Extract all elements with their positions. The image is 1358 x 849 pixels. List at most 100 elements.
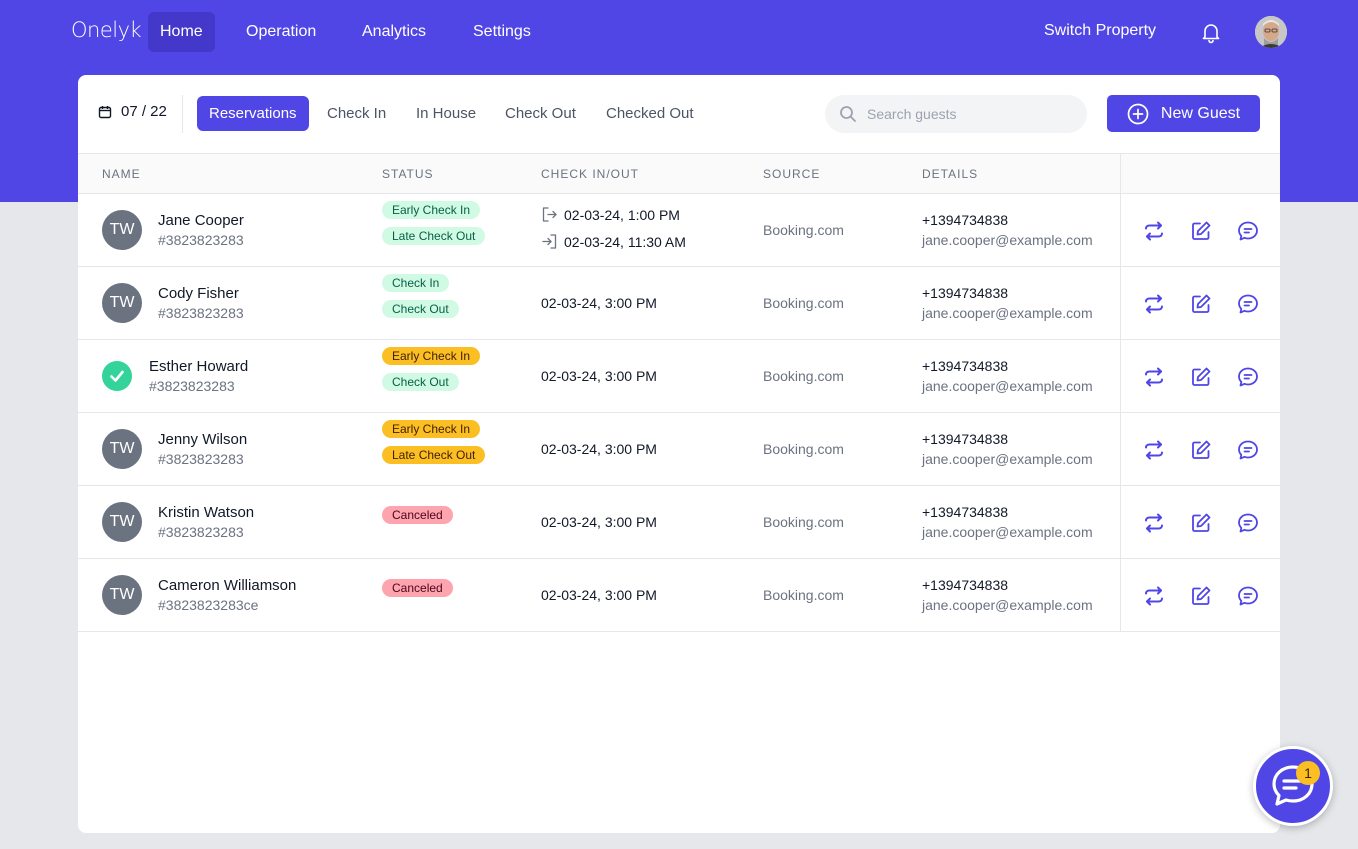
table-row[interactable]: TW Jane Cooper #3823823283 Early Check In La… [78,194,1280,267]
swap-icon[interactable] [1142,511,1166,535]
booking-source: Booking.com [763,514,844,530]
new-guest-label: New Guest [1160,104,1241,122]
check-out-time: 02-03-24, 11:30 AM [541,233,686,250]
guest-phone: +1394734838 [922,431,1009,447]
guest-email[interactable]: jane.cooper@example.com [922,378,1093,394]
nav-settings[interactable]: Settings [473,23,531,40]
table-row[interactable]: TW Kristin Watson #3823823283 Canceled 02-03… [78,486,1280,559]
guest-email[interactable]: jane.cooper@example.com [922,232,1093,248]
swap-icon[interactable] [1142,219,1166,243]
guest-name[interactable]: Kristin Watson [158,504,255,521]
check-in-out-date: 02-03-24, 3:00 PM [541,514,657,530]
guest-id: #3823823283 [158,524,244,540]
status-badge: Early Check In [382,347,481,365]
header-name[interactable]: Name [102,167,141,181]
swap-icon[interactable] [1142,365,1166,389]
guest-id: #3823823283 [149,378,235,394]
swap-icon[interactable] [1142,438,1166,462]
guest-name[interactable]: Cameron Williamson [158,577,297,594]
edit-icon[interactable] [1189,292,1213,316]
edit-icon[interactable] [1189,584,1213,608]
edit-icon[interactable] [1189,365,1213,389]
message-icon[interactable] [1236,584,1260,608]
check-in-out-date: 02-03-24, 3:00 PM [541,441,657,457]
user-avatar[interactable] [1255,16,1287,48]
nav-operation[interactable]: Operation [246,23,317,40]
booking-source: Booking.com [763,587,844,603]
message-icon[interactable] [1236,219,1260,243]
check-in-out-date: 02-03-24, 3:00 PM [541,587,657,603]
message-icon[interactable] [1236,438,1260,462]
guest-avatar: TW [102,283,142,323]
status-badge: Canceled [382,506,453,524]
tab-reservations[interactable]: Reservations [197,96,309,131]
status-badge: Late Check Out [382,227,486,245]
edit-icon[interactable] [1189,511,1213,535]
search-input[interactable] [867,106,1067,122]
calendar-icon [98,105,112,118]
table-row[interactable]: TW Cody Fisher #3823823283 Check In Check Ou… [78,267,1280,340]
guest-phone: +1394734838 [922,504,1009,520]
guest-avatar: TW [102,575,142,615]
tab-checked-out[interactable]: Checked Out [606,105,694,122]
check-in-icon [542,207,557,222]
status-badge: Canceled [382,579,453,597]
guest-phone: +1394734838 [922,358,1009,374]
status-badge: Early Check In [382,201,481,219]
tab-check-out[interactable]: Check Out [505,105,576,122]
check-out-icon [542,234,557,249]
table-row[interactable]: Esther Howard #3823823283 Early Check In Ch… [78,340,1280,413]
table-header: Name Status Check In/Out Source Details [78,153,1280,194]
message-icon[interactable] [1236,511,1260,535]
chat-button[interactable] [1253,746,1333,826]
guest-phone: +1394734838 [922,577,1009,593]
header-check-in-out[interactable]: Check In/Out [541,167,640,181]
status-badge: Check Out [382,300,459,318]
divider [182,95,183,133]
tab-in-house[interactable]: In House [416,105,477,122]
nav-analytics[interactable]: Analytics [362,23,427,40]
table-row[interactable]: TW Cameron Williamson #3823823283ce Cancele… [78,559,1280,632]
header-details[interactable]: Details [922,167,979,181]
guest-avatar: TW [102,429,142,469]
guest-phone: +1394734838 [922,285,1009,301]
edit-icon[interactable] [1189,219,1213,243]
app-logo[interactable]: Onelyk [71,18,142,42]
guest-id: #3823823283 [158,232,244,248]
date-selector[interactable]: 07 / 22 [98,103,167,120]
status-badge: Late Check Out [382,446,486,464]
guest-name[interactable]: Cody Fisher [158,285,239,302]
plus-circle-icon [1127,103,1149,124]
check-in-out-date: 02-03-24, 3:00 PM [541,368,657,384]
booking-source: Booking.com [763,222,844,238]
nav-home[interactable]: Home [148,12,215,52]
swap-icon[interactable] [1142,584,1166,608]
top-navbar: Onelyk Home Operation Analytics Settings… [0,0,1358,64]
status-badge: Early Check In [382,420,481,438]
message-icon[interactable] [1236,365,1260,389]
guest-name[interactable]: Jenny Wilson [158,431,248,448]
guest-email[interactable]: jane.cooper@example.com [922,524,1093,540]
guest-email[interactable]: jane.cooper@example.com [922,451,1093,467]
search-box[interactable] [825,95,1087,133]
check-in-time: 02-03-24, 1:00 PM [541,206,680,223]
bell-icon[interactable] [1199,20,1223,44]
edit-icon[interactable] [1189,438,1213,462]
booking-source: Booking.com [763,368,844,384]
swap-icon[interactable] [1142,292,1166,316]
tab-check-in[interactable]: Check In [327,105,387,122]
guest-name[interactable]: Jane Cooper [158,212,244,229]
header-source[interactable]: Source [763,167,821,181]
status-badge: Check In [382,274,450,292]
guest-name[interactable]: Esther Howard [149,358,249,375]
reservations-panel: 07 / 22 Reservations Check In In House C… [78,75,1280,833]
guest-email[interactable]: jane.cooper@example.com [922,597,1093,613]
new-guest-button[interactable]: New Guest [1107,95,1260,132]
guest-id: #3823823283 [158,451,244,467]
table-row[interactable]: TW Jenny Wilson #3823823283 Early Check In L… [78,413,1280,486]
guest-email[interactable]: jane.cooper@example.com [922,305,1093,321]
switch-property-link[interactable]: Switch Property [1044,22,1157,39]
message-icon[interactable] [1236,292,1260,316]
header-status[interactable]: Status [382,167,434,181]
guest-phone: +1394734838 [922,212,1009,228]
